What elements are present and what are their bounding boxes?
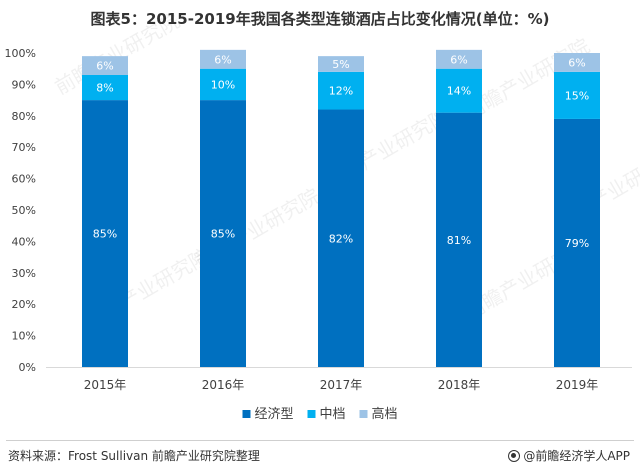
data-label: 8% <box>96 82 113 95</box>
brand-logo-icon <box>508 449 521 462</box>
footer-brand: @前瞻经济学人APP <box>508 447 630 464</box>
bar-segment <box>436 68 482 113</box>
y-tick-label: 50% <box>12 204 36 217</box>
data-label: 82% <box>329 232 353 245</box>
data-label: 10% <box>211 78 235 91</box>
bar-segment <box>436 112 482 367</box>
y-tick-label: 90% <box>12 78 36 91</box>
y-tick-label: 60% <box>12 173 36 186</box>
legend-label: 中档 <box>320 407 346 422</box>
data-label: 5% <box>332 58 349 71</box>
y-tick-label: 70% <box>12 141 36 154</box>
y-tick-label: 40% <box>12 235 36 248</box>
y-tick-label: 30% <box>12 267 36 280</box>
data-label: 15% <box>565 89 589 102</box>
bar-segment <box>200 100 246 367</box>
bar-segment <box>82 74 128 101</box>
chart-title: 图表5：2015-2019年我国各类型连锁酒店占比变化情况(单位：%) <box>90 10 550 28</box>
legend-label: 经济型 <box>255 407 294 422</box>
y-tick-label: 0% <box>19 361 36 374</box>
legend-swatch <box>242 410 251 418</box>
y-tick-label: 80% <box>12 110 36 123</box>
bar-segment <box>436 49 482 69</box>
source-note: 资料来源：Frost Sullivan 前瞻产业研究院整理 <box>8 449 260 463</box>
data-label: 85% <box>211 228 235 241</box>
bar-segment <box>318 71 364 110</box>
bar-segment <box>82 100 128 367</box>
bar-segment <box>318 56 364 72</box>
bar-segment <box>82 56 128 75</box>
data-label: 6% <box>96 60 113 73</box>
x-tick-label: 2019年 <box>556 378 599 392</box>
brand-text: @前瞻经济学人APP <box>523 449 630 463</box>
data-label: 14% <box>447 85 471 98</box>
x-tick-label: 2015年 <box>84 378 127 392</box>
data-label: 81% <box>447 234 471 247</box>
data-label: 12% <box>329 85 353 98</box>
data-label: 79% <box>565 237 589 250</box>
y-tick-label: 100% <box>5 47 36 60</box>
y-tick-label: 20% <box>12 298 36 311</box>
bar-segment <box>318 109 364 368</box>
x-tick-label: 2018年 <box>438 378 481 392</box>
x-tick-label: 2016年 <box>202 378 245 392</box>
data-label: 85% <box>93 228 117 241</box>
bar-segment <box>554 71 600 119</box>
legend-swatch <box>307 410 316 418</box>
bar-segment <box>554 118 600 367</box>
legend-swatch <box>359 410 368 418</box>
legend-label: 高档 <box>372 406 398 422</box>
bar-segment <box>200 49 246 69</box>
data-label: 6% <box>568 56 585 69</box>
data-label: 6% <box>214 53 231 66</box>
data-label: 6% <box>450 53 467 66</box>
y-tick-label: 10% <box>12 330 36 343</box>
bar-segment <box>554 53 600 72</box>
bar-segment <box>200 68 246 101</box>
footer-divider <box>6 440 634 441</box>
x-tick-label: 2017年 <box>320 378 363 392</box>
